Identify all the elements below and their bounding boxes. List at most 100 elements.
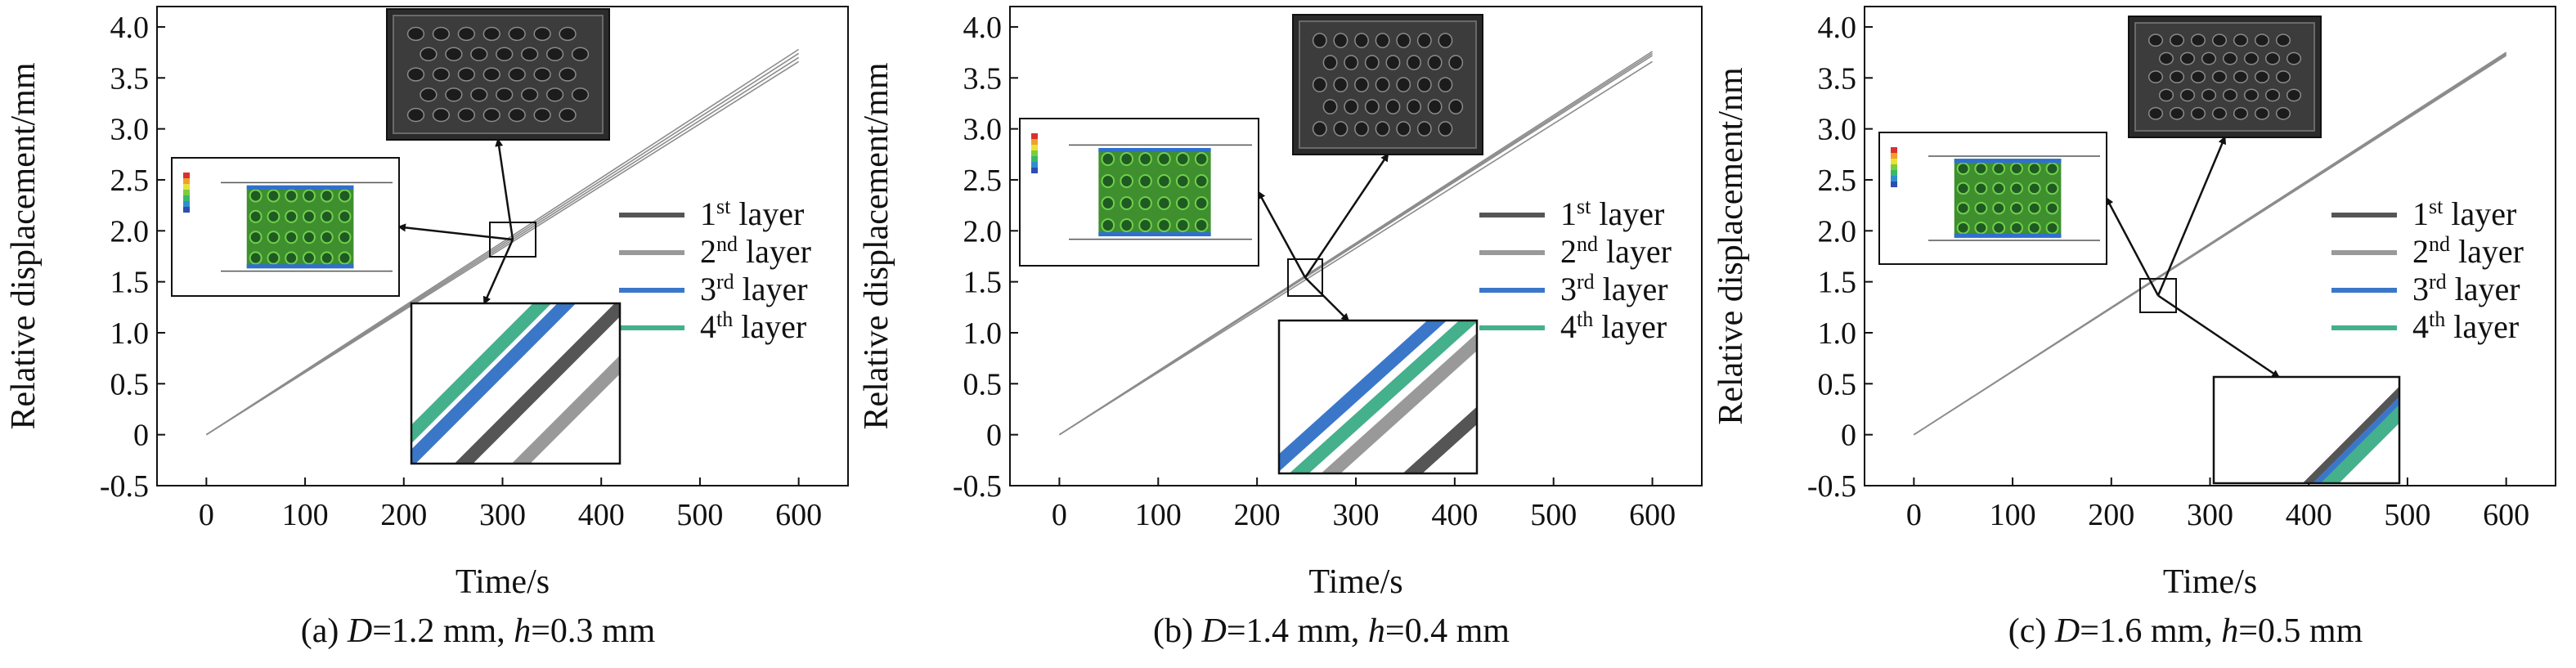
- sem-pore: [1448, 99, 1464, 114]
- sem-pore: [457, 67, 475, 82]
- legend-entry-1: 1st layer: [2412, 195, 2516, 232]
- y-tick-label: 2.0: [963, 214, 1003, 249]
- y-tick-label: -0.5: [1807, 469, 1856, 504]
- lattice-cell: [1956, 201, 1970, 215]
- lattice-bottom-edge: [246, 264, 354, 269]
- caption-h-val: =0.3 mm: [531, 612, 655, 650]
- legend-ordinal: 4: [2412, 308, 2429, 345]
- zoom-series-band: [1321, 333, 1477, 473]
- sem-pore: [2243, 52, 2260, 65]
- x-tick-label: 600: [1629, 498, 1676, 532]
- sem-pore: [2211, 106, 2228, 120]
- legend-ordinal-suffix: nd: [1577, 232, 1598, 256]
- sem-pore: [1354, 121, 1369, 137]
- color-scale-step: [1891, 153, 1897, 159]
- sem-pore: [457, 107, 475, 123]
- lattice-cell: [2045, 162, 2059, 176]
- x-axis-label: Time/s: [1308, 563, 1402, 601]
- legend-ordinal: 2: [1560, 233, 1577, 270]
- sem-pore: [432, 107, 451, 123]
- lattice-cell: [1138, 173, 1152, 189]
- y-tick-label: 3.5: [1818, 61, 1857, 96]
- sem-pore: [2201, 88, 2217, 102]
- fe-model-inset: [1019, 118, 1259, 267]
- y-tick-label: 2.5: [1818, 164, 1857, 198]
- legend-entry-4: 4th layer: [1560, 307, 1667, 345]
- sem-pore: [1396, 77, 1411, 92]
- color-scale-step: [1031, 145, 1038, 150]
- sem-pore: [1385, 99, 1401, 114]
- color-scale-step: [1031, 156, 1038, 162]
- caption-d-sym: D: [2054, 612, 2080, 650]
- sem-pore: [2286, 88, 2302, 102]
- x-tick-label: 400: [2286, 498, 2332, 532]
- sem-pore: [2275, 106, 2291, 120]
- sem-pore: [508, 67, 526, 82]
- lattice-cell: [302, 189, 316, 203]
- zoom-series-band: [1402, 406, 1477, 473]
- legend-entry-2: 2nd layer: [700, 232, 811, 270]
- y-tick-label: 0: [133, 419, 149, 453]
- lattice-cell: [1138, 195, 1152, 211]
- lattice-cell: [285, 189, 298, 203]
- legend-layer-word: layer: [2445, 308, 2519, 345]
- color-scale-step: [1891, 164, 1897, 170]
- legend-ordinal-suffix: rd: [1577, 270, 1595, 294]
- sem-pore: [496, 47, 514, 61]
- lattice-cell: [249, 209, 263, 223]
- lattice-cell: [320, 231, 334, 244]
- sem-pore: [2147, 70, 2164, 83]
- callout-arrow: [1257, 191, 1307, 279]
- color-scale-step: [183, 173, 190, 178]
- lattice-cell: [1992, 162, 2006, 176]
- legend-entry-1: 1st layer: [700, 195, 804, 232]
- sem-pore: [1354, 77, 1369, 92]
- sem-pore: [1312, 33, 1327, 48]
- lattice-cell: [1956, 182, 1970, 195]
- sem-pore: [2179, 88, 2196, 102]
- sem-photo-inset: [386, 8, 610, 141]
- legend-ordinal-suffix: rd: [716, 270, 734, 294]
- lattice-cell: [1157, 151, 1171, 167]
- lattice-cell: [267, 189, 280, 203]
- sem-pore: [533, 67, 551, 82]
- legend-entry-3: 3rd layer: [700, 270, 808, 307]
- caption-h-sym: h: [2221, 612, 2238, 650]
- callout-arrow: [1304, 153, 1389, 279]
- sem-pore: [1407, 99, 1421, 114]
- lattice-cell: [285, 209, 298, 223]
- sem-pore: [508, 107, 526, 123]
- legend-layer-word: layer: [1598, 233, 1672, 270]
- sem-pore: [432, 26, 451, 42]
- chart-panel-c: 0 100 200 300 400 500 600 -0.5 0 0.5 1.0 1.5 2.0 2.5 3…: [1712, 6, 2556, 650]
- sem-pore: [1354, 33, 1369, 48]
- callout-arrow: [397, 223, 514, 241]
- sem-pore: [2201, 52, 2217, 65]
- y-tick-label: 0: [1841, 419, 1856, 453]
- lattice-cell: [267, 209, 280, 223]
- sem-pore: [2179, 52, 2196, 65]
- legend-layer-word: layer: [2443, 195, 2516, 232]
- lattice-cell: [2009, 221, 2023, 235]
- y-tick-label: 0.5: [110, 367, 150, 401]
- color-scale-step: [183, 184, 190, 190]
- sem-pore: [508, 26, 526, 42]
- color-scale-step: [183, 201, 190, 207]
- sem-pore: [1375, 121, 1390, 137]
- chart-panel-b: 0 100 200 300 400 500 600 -0.5 0 0.5 1.0 1.5 2.0 2.5 3…: [858, 6, 1703, 650]
- lattice-cell: [285, 251, 298, 265]
- sem-pore: [1427, 99, 1443, 114]
- sem-pore: [1344, 55, 1359, 70]
- sem-pore: [545, 47, 564, 61]
- lattice-cell: [1175, 195, 1190, 211]
- lattice-cell: [1120, 173, 1133, 189]
- legend-ordinal-suffix: st: [1577, 195, 1591, 218]
- color-scale-step: [1891, 147, 1897, 153]
- sem-pore: [1427, 55, 1443, 70]
- y-tick-label: 2.0: [1818, 214, 1857, 249]
- sem-pore: [420, 87, 438, 102]
- series-line-4: [205, 61, 800, 436]
- sem-pore: [559, 107, 577, 123]
- legend-layer-word: layer: [734, 271, 808, 307]
- zoom-region-marker: [2139, 278, 2177, 313]
